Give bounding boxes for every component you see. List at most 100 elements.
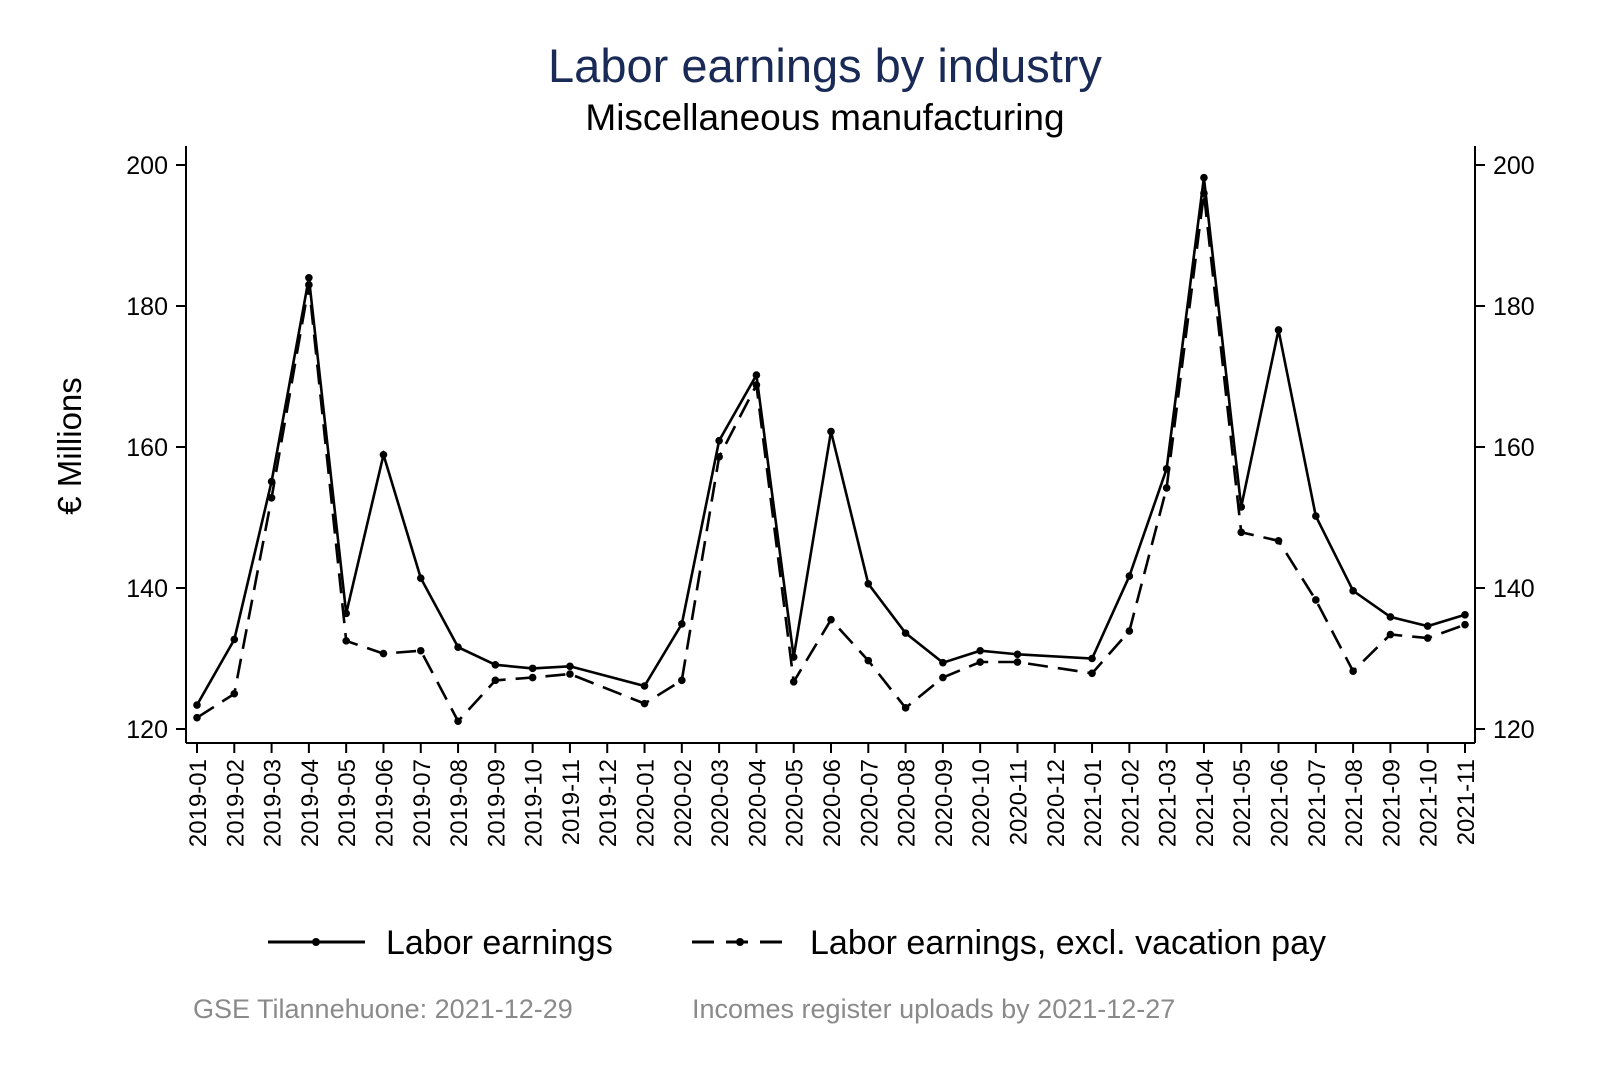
data-point-labor-earnings xyxy=(416,574,425,582)
series-line-labor-earnings xyxy=(195,177,1466,706)
data-point-labor-earnings-excl-vacation-pay xyxy=(379,649,388,658)
data-point-labor-earnings-excl-vacation-pay xyxy=(454,717,462,726)
data-point-labor-earnings-excl-vacation-pay xyxy=(827,615,835,624)
data-point-labor-earnings-excl-vacation-pay xyxy=(193,713,201,722)
data-point-labor-earnings-excl-vacation-pay xyxy=(1125,627,1134,635)
data-point-labor-earnings-excl-vacation-pay xyxy=(901,704,910,712)
x-tick-label: 2021-10 xyxy=(1416,759,1443,847)
data-point-labor-earnings xyxy=(528,664,537,673)
data-point-labor-earnings-excl-vacation-pay xyxy=(640,699,649,708)
legend-marker-labor-earnings xyxy=(312,938,320,946)
y-tick-label-left: 120 xyxy=(126,716,168,744)
footnote-uploads: Incomes register uploads by 2021-12-27 xyxy=(692,994,1175,1024)
x-tick-label: 2021-11 xyxy=(1453,759,1480,845)
x-tick-label: 2020-02 xyxy=(670,759,697,847)
x-tick-label: 2020-06 xyxy=(819,759,846,847)
data-point-labor-earnings xyxy=(640,682,649,690)
x-tick-label: 2020-11 xyxy=(1005,759,1032,845)
x-tick-label: 2020-08 xyxy=(894,759,921,847)
x-tick-label: 2021-08 xyxy=(1341,759,1368,847)
data-point-labor-earnings-excl-vacation-pay xyxy=(1461,620,1469,629)
data-point-labor-earnings xyxy=(827,427,835,436)
data-point-labor-earnings xyxy=(1088,654,1096,663)
data-point-labor-earnings xyxy=(939,658,947,667)
data-point-labor-earnings xyxy=(752,371,761,379)
data-point-labor-earnings-excl-vacation-pay xyxy=(1349,667,1357,675)
data-point-labor-earnings xyxy=(901,629,910,637)
data-point-labor-earnings xyxy=(976,646,984,655)
y-axis-title: € Millions xyxy=(51,377,88,515)
data-point-labor-earnings-excl-vacation-pay xyxy=(864,656,873,665)
x-tick-label: 2021-06 xyxy=(1267,759,1294,847)
data-point-labor-earnings xyxy=(1349,587,1357,595)
data-point-labor-earnings-excl-vacation-pay xyxy=(1312,596,1320,604)
data-point-labor-earnings-excl-vacation-pay xyxy=(528,673,537,682)
data-point-labor-earnings-excl-vacation-pay xyxy=(342,637,350,645)
data-point-labor-earnings xyxy=(305,274,313,282)
x-tick-label: 2021-04 xyxy=(1192,759,1219,847)
data-point-labor-earnings xyxy=(193,701,201,709)
data-point-labor-earnings xyxy=(1461,610,1469,619)
y-tick-label-right: 160 xyxy=(1493,434,1535,462)
data-point-labor-earnings-excl-vacation-pay xyxy=(715,453,723,461)
data-point-labor-earnings-excl-vacation-pay xyxy=(752,381,761,389)
legend-label-labor-earnings: Labor earnings xyxy=(386,924,613,962)
x-tick-label: 2019-06 xyxy=(371,759,398,847)
data-point-labor-earnings xyxy=(1200,173,1208,182)
data-point-labor-earnings xyxy=(1386,613,1395,621)
data-point-labor-earnings xyxy=(454,643,462,652)
x-tick-label: 2019-04 xyxy=(297,759,324,847)
data-point-labor-earnings-excl-vacation-pay xyxy=(1162,484,1171,492)
x-tick-label: 2020-04 xyxy=(744,759,771,847)
data-point-labor-earnings-excl-vacation-pay xyxy=(491,676,500,685)
data-point-labor-earnings-excl-vacation-pay xyxy=(267,493,276,502)
legend-label-excl-vacation-pay: Labor earnings, excl. vacation pay xyxy=(810,924,1326,962)
x-tick-label: 2019-12 xyxy=(595,759,622,847)
x-tick-label: 2019-07 xyxy=(409,759,436,847)
data-point-labor-earnings xyxy=(379,450,388,459)
y-tick-label-right: 140 xyxy=(1493,575,1535,603)
legend-marker-excl-vacation-pay xyxy=(736,938,744,946)
x-tick-label: 2020-10 xyxy=(968,759,995,847)
x-tick-label: 2020-09 xyxy=(931,759,958,847)
y-tick-label-left: 180 xyxy=(126,293,168,321)
x-tick-label: 2019-05 xyxy=(334,759,361,847)
x-tick-label: 2020-12 xyxy=(1043,759,1070,847)
x-tick-label: 2020-03 xyxy=(707,759,734,847)
data-point-labor-earnings xyxy=(491,661,500,669)
x-tick-label: 2021-05 xyxy=(1229,759,1256,847)
data-point-labor-earnings-excl-vacation-pay xyxy=(1274,536,1283,545)
x-tick-label: 2021-01 xyxy=(1080,759,1107,847)
data-point-labor-earnings-excl-vacation-pay xyxy=(1013,658,1022,666)
data-point-labor-earnings-excl-vacation-pay xyxy=(678,676,686,685)
data-point-labor-earnings xyxy=(1125,572,1134,580)
x-tick-label: 2020-05 xyxy=(782,759,809,847)
x-tick-label: 2021-09 xyxy=(1378,759,1405,847)
x-tick-label: 2019-03 xyxy=(260,759,287,847)
y-tick-label-right: 120 xyxy=(1493,716,1535,744)
data-point-labor-earnings xyxy=(230,635,239,644)
y-tick-label-right: 180 xyxy=(1493,293,1535,321)
data-point-labor-earnings-excl-vacation-pay xyxy=(976,658,984,666)
x-tick-label: 2019-09 xyxy=(483,759,510,847)
series-line-labor-earnings-excl-vacation-pay xyxy=(196,193,1466,724)
x-tick-label: 2020-01 xyxy=(633,759,660,847)
data-point-labor-earnings xyxy=(864,579,873,588)
data-point-labor-earnings-excl-vacation-pay xyxy=(1088,669,1096,678)
data-point-labor-earnings-excl-vacation-pay xyxy=(939,673,947,682)
data-point-labor-earnings-excl-vacation-pay xyxy=(230,689,239,698)
data-point-labor-earnings xyxy=(715,436,723,445)
data-point-labor-earnings xyxy=(566,662,574,671)
data-point-labor-earnings xyxy=(1312,512,1320,520)
y-tick-label-left: 200 xyxy=(126,152,168,180)
data-point-labor-earnings-excl-vacation-pay xyxy=(416,646,425,655)
x-axis-ticks: 2019-01 2019-02 2019-03 2019-04 2019-05 2019-… xyxy=(185,743,1480,847)
data-point-labor-earnings xyxy=(678,620,686,628)
plot-area xyxy=(193,173,1469,726)
data-point-labor-earnings-excl-vacation-pay xyxy=(1423,634,1432,642)
x-tick-label: 2019-01 xyxy=(185,759,212,847)
y-axis-ticks: 120 120 140 140 160 160 180 180 200 200 xyxy=(126,152,1534,744)
data-point-labor-earnings-excl-vacation-pay xyxy=(1386,630,1395,639)
data-point-labor-earnings-excl-vacation-pay xyxy=(1200,189,1208,197)
